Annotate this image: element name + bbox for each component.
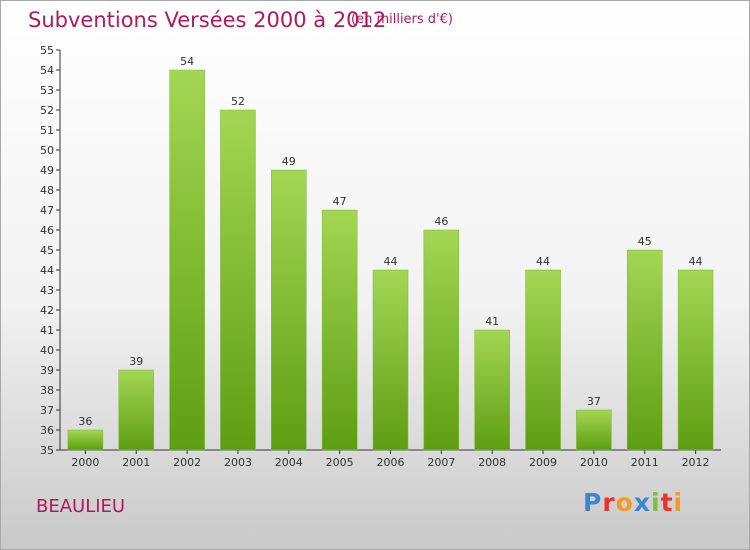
bar xyxy=(525,269,561,451)
data-label: 36 xyxy=(78,415,92,428)
logo-letter: t xyxy=(660,488,674,517)
y-tick-label: 54 xyxy=(40,64,54,77)
data-label: 46 xyxy=(434,215,448,228)
x-tick-label: 2007 xyxy=(427,456,455,469)
y-tick-label: 45 xyxy=(40,244,54,257)
y-tick-label: 44 xyxy=(40,264,54,277)
proxiti-logo[interactable]: Proxiti xyxy=(583,488,683,517)
y-tick-label: 47 xyxy=(40,204,54,217)
data-label: 52 xyxy=(231,95,245,108)
bar xyxy=(626,249,663,451)
data-label: 49 xyxy=(282,155,296,168)
data-label: 44 xyxy=(689,255,703,268)
x-tick-label: 2009 xyxy=(529,456,557,469)
y-tick-label: 49 xyxy=(40,164,54,177)
data-label: 45 xyxy=(638,235,652,248)
data-label: 54 xyxy=(180,55,194,68)
bar xyxy=(576,409,612,451)
x-tick-label: 2005 xyxy=(326,456,354,469)
y-tick-label: 55 xyxy=(40,44,54,57)
logo-letter: i xyxy=(673,488,684,517)
bar xyxy=(220,109,256,451)
y-tick-label: 37 xyxy=(40,404,54,417)
y-tick-label: 46 xyxy=(40,224,54,237)
y-tick-label: 52 xyxy=(40,104,54,117)
y-tick-label: 40 xyxy=(40,344,54,357)
bar xyxy=(474,329,510,451)
x-tick-label: 2006 xyxy=(377,456,405,469)
y-tick-label: 48 xyxy=(40,184,54,197)
y-tick-label: 51 xyxy=(40,124,54,137)
data-label: 39 xyxy=(129,355,143,368)
logo-letter: i xyxy=(651,488,661,517)
logo-letter: x xyxy=(633,488,651,517)
x-tick-label: 2002 xyxy=(173,456,201,469)
data-labels: 36 39 54 52 49 47 44 46 41 44 37 45 44 xyxy=(78,55,702,428)
data-label: 41 xyxy=(485,315,499,328)
x-tick-label: 2008 xyxy=(478,456,506,469)
bar xyxy=(372,269,409,451)
y-tick-label: 41 xyxy=(40,324,54,337)
logo-letter: r xyxy=(602,488,616,517)
y-tick-label: 50 xyxy=(40,144,54,157)
y-tick-label: 35 xyxy=(40,444,54,457)
logo-letter: P xyxy=(583,488,603,517)
city-name: BEAULIEU xyxy=(36,496,126,517)
bar xyxy=(169,69,205,451)
bar xyxy=(118,369,155,451)
x-tick-label: 2012 xyxy=(682,456,710,469)
bars xyxy=(67,69,714,451)
x-tick-label: 2000 xyxy=(71,456,99,469)
x-tick-label: 2010 xyxy=(580,456,608,469)
y-tick-label: 42 xyxy=(40,304,54,317)
y-tick-label: 53 xyxy=(40,84,54,97)
x-tick-label: 2003 xyxy=(224,456,252,469)
data-label: 47 xyxy=(333,195,347,208)
bar xyxy=(67,429,104,451)
data-label: 44 xyxy=(536,255,550,268)
y-tick-label: 43 xyxy=(40,284,54,297)
chart-subtitle: (en milliers d'€) xyxy=(351,12,453,27)
y-tick-label: 38 xyxy=(40,384,54,397)
data-label: 44 xyxy=(384,255,398,268)
bar xyxy=(271,169,307,451)
bar xyxy=(321,209,358,451)
bar xyxy=(423,229,460,451)
chart-title: Subventions Versées 2000 à 2012 xyxy=(28,8,387,32)
x-tick-label: 2001 xyxy=(122,456,150,469)
y-tick-label: 39 xyxy=(40,364,54,377)
logo-letter: o xyxy=(615,488,634,517)
x-tick-label: 2011 xyxy=(631,456,659,469)
y-tick-label: 36 xyxy=(40,424,54,437)
bar xyxy=(677,269,714,451)
data-label: 37 xyxy=(587,395,601,408)
x-tick-label: 2004 xyxy=(275,456,303,469)
